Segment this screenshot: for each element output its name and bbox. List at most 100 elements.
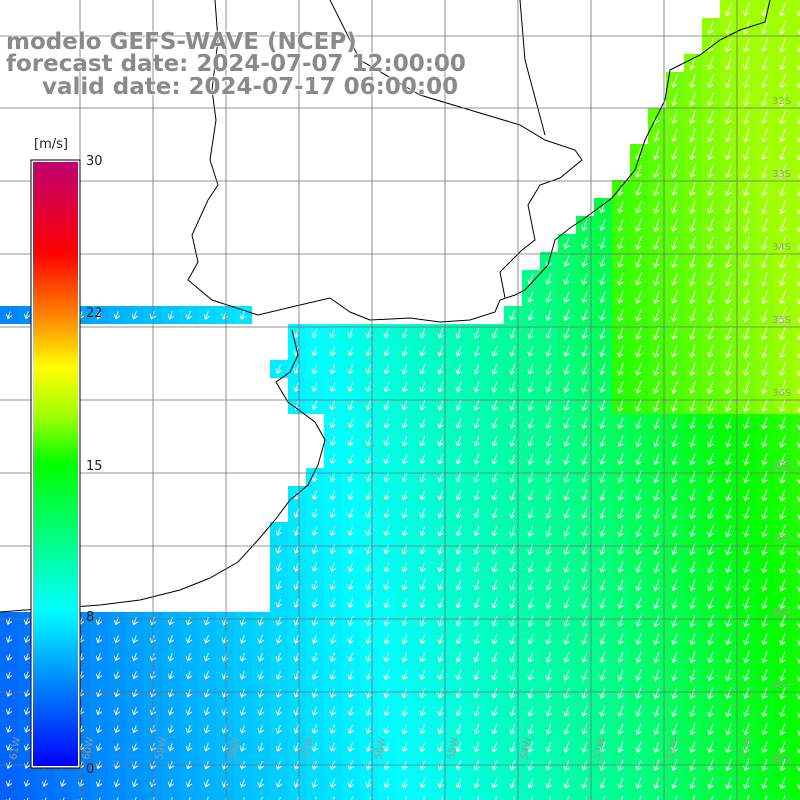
wind-arrow (491, 706, 498, 717)
wind-arrow (706, 128, 714, 143)
wind-arrow (545, 705, 552, 717)
wind-arrow (760, 380, 768, 395)
wind-arrow (185, 671, 193, 680)
wind-arrow (617, 777, 624, 789)
wind-arrow (329, 490, 336, 501)
wind-arrow (545, 381, 552, 393)
wind-arrow (239, 310, 246, 320)
wind-arrow (761, 651, 768, 664)
wind-arrow (329, 742, 336, 752)
wind-arrow (203, 634, 211, 644)
wind-arrow (656, 795, 660, 800)
wind-arrow (347, 706, 354, 717)
wind-arrow (23, 311, 31, 320)
wind-arrow (563, 669, 570, 681)
wind-arrow (599, 471, 606, 484)
wind-cell (792, 108, 800, 126)
wind-arrow (419, 580, 426, 591)
wind-arrow (653, 417, 660, 430)
wind-arrow (404, 796, 407, 800)
wind-arrow (455, 742, 462, 753)
wind-arrow (59, 779, 67, 788)
wind-arrow (131, 707, 139, 716)
wind-cell (792, 414, 800, 432)
colorbar-unit: [m/s] (34, 137, 68, 152)
wind-arrow (581, 543, 588, 555)
wind-arrow (383, 634, 390, 645)
wind-arrow (149, 797, 155, 800)
wind-cell (162, 792, 180, 800)
wind-arrow (311, 706, 318, 716)
wind-arrow (437, 598, 444, 609)
wind-arrow (779, 561, 786, 574)
wind-arrow (113, 653, 121, 662)
wind-arrow (491, 525, 498, 537)
wind-arrow (634, 200, 642, 214)
wind-arrow (796, 118, 800, 125)
wind-arrow (95, 797, 101, 800)
wind-arrow (725, 669, 732, 682)
wind-arrow (527, 471, 534, 483)
wind-arrow (689, 669, 696, 682)
wind-arrow (275, 562, 282, 572)
wind-arrow (743, 453, 750, 466)
wind-arrow (347, 670, 354, 681)
wind-arrow (671, 507, 678, 520)
wind-arrow (689, 507, 696, 520)
wind-arrow (706, 74, 714, 89)
wind-arrow (635, 651, 642, 664)
wind-arrow (401, 454, 408, 465)
wind-arrow (365, 382, 372, 393)
wind-arrow (670, 308, 678, 322)
wind-arrow (707, 417, 714, 430)
wind-arrow (314, 796, 317, 800)
wind-arrow (365, 616, 372, 627)
wind-arrow (23, 779, 31, 787)
wind-arrow (419, 634, 426, 645)
wind-arrow (563, 705, 570, 717)
wind-arrow (652, 254, 660, 268)
wind-arrow (724, 200, 732, 215)
wind-arrow (796, 370, 800, 377)
wind-arrow (419, 382, 426, 393)
wind-arrow (329, 562, 336, 573)
wind-arrow (796, 226, 800, 233)
wind-arrow (653, 507, 660, 520)
wind-arrow (653, 651, 660, 663)
wind-arrow (563, 777, 570, 789)
wind-arrow (779, 723, 786, 736)
wind-arrow (635, 741, 642, 753)
wind-cell (252, 792, 270, 800)
wind-arrow (796, 280, 800, 287)
wind-arrow (689, 615, 696, 628)
wind-arrow (545, 309, 552, 321)
wind-arrow (455, 724, 462, 735)
wind-arrow (293, 724, 300, 734)
wind-arrow (599, 633, 606, 645)
wind-arrow (113, 779, 121, 788)
wind-arrow (509, 778, 516, 789)
wind-arrow (796, 10, 800, 17)
wind-arrow (725, 417, 732, 430)
wind-arrow (674, 795, 678, 800)
wind-arrow (419, 436, 426, 447)
latitude-label: 35S (772, 315, 791, 326)
wind-arrow (581, 327, 588, 340)
wind-cell (792, 144, 800, 162)
wind-arrow (761, 705, 768, 718)
wind-arrow (509, 345, 516, 357)
wind-arrow (491, 579, 498, 591)
wind-arrow (131, 310, 139, 320)
wind-arrow (527, 705, 534, 717)
wind-arrow (725, 777, 732, 790)
wind-arrow (527, 579, 534, 591)
wind-arrow (527, 291, 534, 303)
wind-arrow (742, 326, 750, 341)
wind-arrow (671, 489, 678, 502)
wind-arrow (383, 706, 390, 717)
wind-arrow (778, 56, 786, 71)
wind-arrow (473, 562, 480, 573)
wind-arrow (689, 489, 696, 502)
wind-arrow (347, 328, 354, 339)
